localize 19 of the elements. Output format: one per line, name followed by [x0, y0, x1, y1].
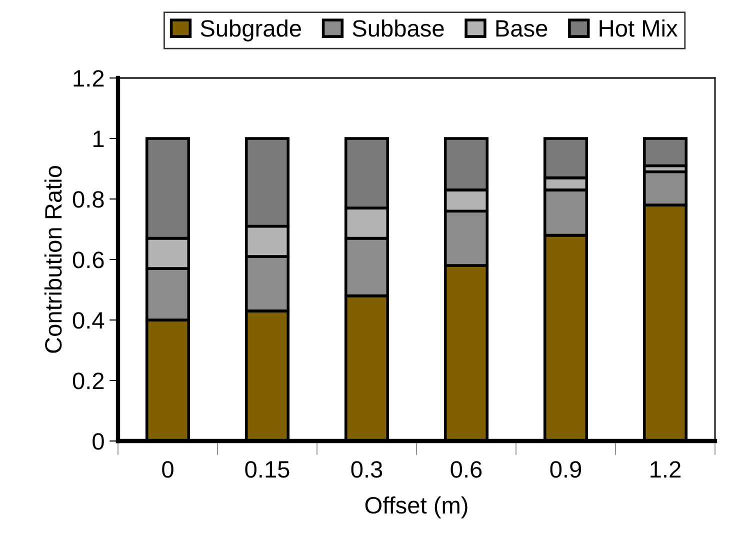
y-axis-title: Contribution Ratio	[44, 166, 62, 353]
legend-label: Subbase	[352, 19, 444, 37]
y-tick-label: 0.8	[72, 191, 104, 208]
x-tick-label: 0.3	[351, 461, 382, 478]
x-tick-label: 0.9	[550, 461, 582, 478]
y-tick-label: 0.6	[72, 252, 104, 268]
x-tick-label: 0.15	[245, 461, 290, 478]
x-tick-label: 0.6	[450, 461, 482, 478]
y-tick-label: 1	[93, 130, 104, 148]
x-tick-label: 1.2	[650, 461, 680, 478]
y-tick-label: 1.2	[74, 70, 104, 87]
legend-label: Hot Mix	[600, 19, 678, 37]
y-tick-label: 0.4	[72, 312, 104, 329]
y-tick-label: 0.2	[72, 372, 104, 390]
x-axis-title: Offset (m)	[365, 496, 468, 518]
y-tick-label: 0	[92, 433, 104, 450]
legend-label: Subgrade	[200, 19, 301, 42]
x-tick-label: 0	[162, 461, 174, 478]
legend-label: Base	[496, 20, 548, 37]
